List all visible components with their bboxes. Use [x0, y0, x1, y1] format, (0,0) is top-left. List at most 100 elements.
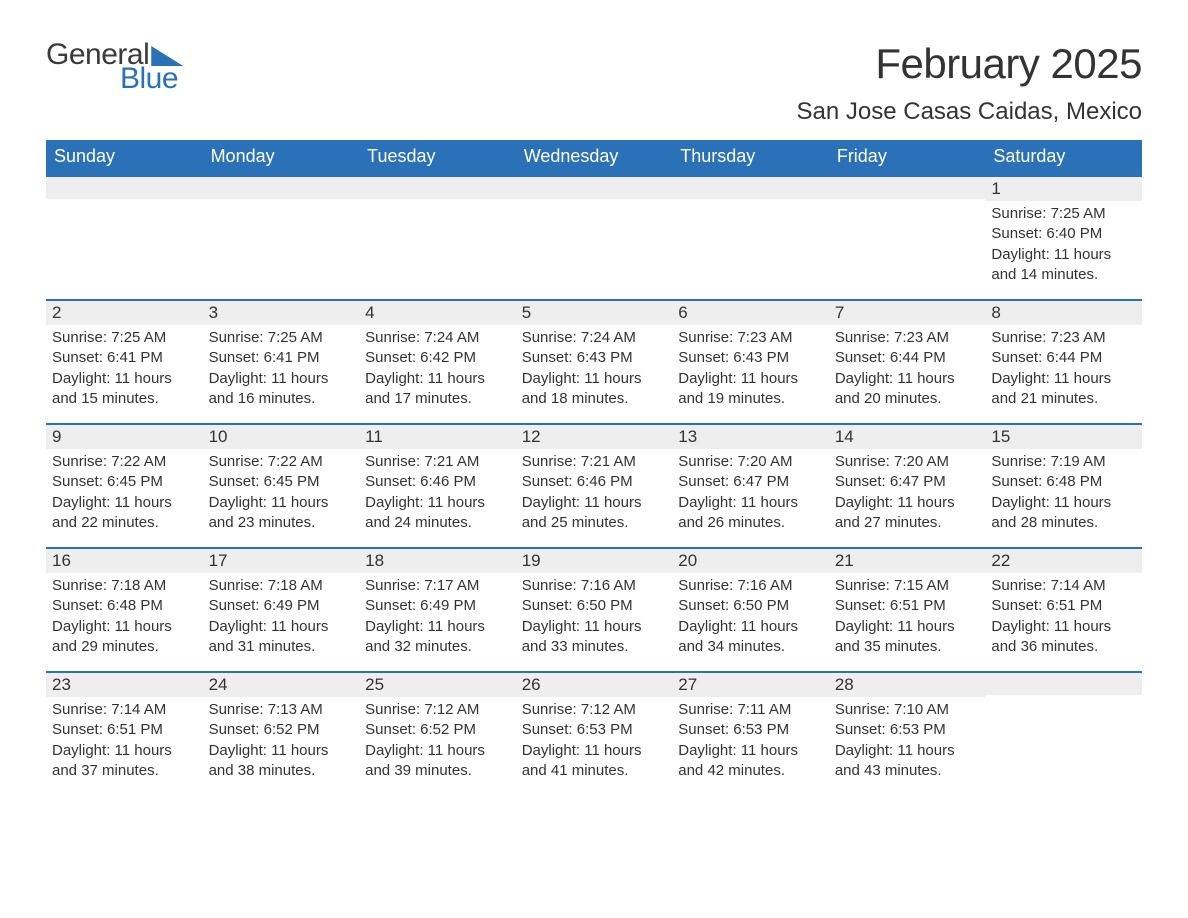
day-sunset-text: Sunset: 6:49 PM: [365, 596, 510, 616]
day-body: Sunrise: 7:22 AMSunset: 6:45 PMDaylight:…: [203, 449, 360, 537]
dow-tuesday: Tuesday: [359, 140, 516, 176]
day-day2-text: and 28 minutes.: [991, 513, 1136, 533]
day-day2-text: and 42 minutes.: [678, 761, 823, 781]
day-number-bar: 12: [516, 425, 673, 449]
day-day2-text: and 16 minutes.: [209, 389, 354, 409]
day-day2-text: and 22 minutes.: [52, 513, 197, 533]
calendar-cell: 13Sunrise: 7:20 AMSunset: 6:47 PMDayligh…: [672, 424, 829, 548]
calendar-cell: 6Sunrise: 7:23 AMSunset: 6:43 PMDaylight…: [672, 300, 829, 424]
day-sunrise-text: Sunrise: 7:24 AM: [365, 328, 510, 348]
day-body: Sunrise: 7:24 AMSunset: 6:42 PMDaylight:…: [359, 325, 516, 413]
day-day2-text: and 38 minutes.: [209, 761, 354, 781]
day-number-bar: 3: [203, 301, 360, 325]
day-sunrise-text: Sunrise: 7:17 AM: [365, 576, 510, 596]
day-day1-text: Daylight: 11 hours: [209, 741, 354, 761]
day-day1-text: Daylight: 11 hours: [52, 741, 197, 761]
day-body: Sunrise: 7:25 AMSunset: 6:41 PMDaylight:…: [46, 325, 203, 413]
calendar-cell: 16Sunrise: 7:18 AMSunset: 6:48 PMDayligh…: [46, 548, 203, 672]
page-header: General Blue February 2025 San Jose Casa…: [46, 40, 1142, 126]
day-number-bar: 14: [829, 425, 986, 449]
day-sunset-text: Sunset: 6:43 PM: [522, 348, 667, 368]
calendar-cell: [985, 672, 1142, 796]
day-body: Sunrise: 7:14 AMSunset: 6:51 PMDaylight:…: [46, 697, 203, 785]
day-day2-text: and 37 minutes.: [52, 761, 197, 781]
calendar-cell: [516, 176, 673, 300]
day-number-bar: 19: [516, 549, 673, 573]
day-body: Sunrise: 7:14 AMSunset: 6:51 PMDaylight:…: [985, 573, 1142, 661]
dow-saturday: Saturday: [985, 140, 1142, 176]
day-body: Sunrise: 7:10 AMSunset: 6:53 PMDaylight:…: [829, 697, 986, 785]
day-number-bar: [672, 177, 829, 199]
day-sunrise-text: Sunrise: 7:10 AM: [835, 700, 980, 720]
day-day1-text: Daylight: 11 hours: [522, 617, 667, 637]
day-number-bar: 20: [672, 549, 829, 573]
day-number-bar: 4: [359, 301, 516, 325]
day-body: Sunrise: 7:23 AMSunset: 6:44 PMDaylight:…: [829, 325, 986, 413]
calendar-cell: 24Sunrise: 7:13 AMSunset: 6:52 PMDayligh…: [203, 672, 360, 796]
day-sunset-text: Sunset: 6:41 PM: [52, 348, 197, 368]
day-day1-text: Daylight: 11 hours: [522, 369, 667, 389]
day-body: Sunrise: 7:24 AMSunset: 6:43 PMDaylight:…: [516, 325, 673, 413]
day-body: Sunrise: 7:16 AMSunset: 6:50 PMDaylight:…: [672, 573, 829, 661]
day-number-bar: 22: [985, 549, 1142, 573]
day-number-bar: 15: [985, 425, 1142, 449]
calendar-cell: 9Sunrise: 7:22 AMSunset: 6:45 PMDaylight…: [46, 424, 203, 548]
logo-word-blue: Blue: [120, 64, 183, 94]
day-body: Sunrise: 7:25 AMSunset: 6:41 PMDaylight:…: [203, 325, 360, 413]
day-day1-text: Daylight: 11 hours: [678, 617, 823, 637]
day-sunset-text: Sunset: 6:41 PM: [209, 348, 354, 368]
day-sunrise-text: Sunrise: 7:25 AM: [209, 328, 354, 348]
day-body: Sunrise: 7:16 AMSunset: 6:50 PMDaylight:…: [516, 573, 673, 661]
day-body: Sunrise: 7:21 AMSunset: 6:46 PMDaylight:…: [516, 449, 673, 537]
flag-icon: [151, 46, 183, 66]
calendar-cell: 2Sunrise: 7:25 AMSunset: 6:41 PMDaylight…: [46, 300, 203, 424]
day-day2-text: and 35 minutes.: [835, 637, 980, 657]
day-sunrise-text: Sunrise: 7:20 AM: [678, 452, 823, 472]
day-sunset-text: Sunset: 6:48 PM: [52, 596, 197, 616]
day-day2-text: and 18 minutes.: [522, 389, 667, 409]
day-sunset-text: Sunset: 6:53 PM: [835, 720, 980, 740]
day-number-bar: 7: [829, 301, 986, 325]
day-sunset-text: Sunset: 6:51 PM: [991, 596, 1136, 616]
calendar-cell: [359, 176, 516, 300]
calendar-week-row: 2Sunrise: 7:25 AMSunset: 6:41 PMDaylight…: [46, 300, 1142, 424]
day-body: Sunrise: 7:20 AMSunset: 6:47 PMDaylight:…: [829, 449, 986, 537]
dow-thursday: Thursday: [672, 140, 829, 176]
calendar-cell: 17Sunrise: 7:18 AMSunset: 6:49 PMDayligh…: [203, 548, 360, 672]
day-number-bar: 9: [46, 425, 203, 449]
day-sunrise-text: Sunrise: 7:20 AM: [835, 452, 980, 472]
logo: General Blue: [46, 40, 183, 94]
dow-wednesday: Wednesday: [516, 140, 673, 176]
day-number-bar: 26: [516, 673, 673, 697]
day-sunset-text: Sunset: 6:52 PM: [209, 720, 354, 740]
day-day1-text: Daylight: 11 hours: [991, 369, 1136, 389]
dow-friday: Friday: [829, 140, 986, 176]
calendar-cell: 22Sunrise: 7:14 AMSunset: 6:51 PMDayligh…: [985, 548, 1142, 672]
day-day2-text: and 15 minutes.: [52, 389, 197, 409]
day-number-bar: [985, 673, 1142, 695]
day-body: Sunrise: 7:12 AMSunset: 6:53 PMDaylight:…: [516, 697, 673, 785]
calendar-cell: 3Sunrise: 7:25 AMSunset: 6:41 PMDaylight…: [203, 300, 360, 424]
day-number-bar: 24: [203, 673, 360, 697]
calendar-cell: [46, 176, 203, 300]
day-sunrise-text: Sunrise: 7:25 AM: [52, 328, 197, 348]
day-sunrise-text: Sunrise: 7:12 AM: [522, 700, 667, 720]
day-day2-text: and 33 minutes.: [522, 637, 667, 657]
calendar-cell: 4Sunrise: 7:24 AMSunset: 6:42 PMDaylight…: [359, 300, 516, 424]
day-day1-text: Daylight: 11 hours: [835, 493, 980, 513]
calendar-week-row: 16Sunrise: 7:18 AMSunset: 6:48 PMDayligh…: [46, 548, 1142, 672]
day-sunrise-text: Sunrise: 7:19 AM: [991, 452, 1136, 472]
day-day1-text: Daylight: 11 hours: [209, 617, 354, 637]
day-number-bar: 8: [985, 301, 1142, 325]
calendar-cell: 7Sunrise: 7:23 AMSunset: 6:44 PMDaylight…: [829, 300, 986, 424]
location-subtitle: San Jose Casas Caidas, Mexico: [797, 98, 1143, 126]
day-number-bar: 23: [46, 673, 203, 697]
day-number-bar: 16: [46, 549, 203, 573]
day-body: Sunrise: 7:23 AMSunset: 6:44 PMDaylight:…: [985, 325, 1142, 413]
day-sunset-text: Sunset: 6:51 PM: [52, 720, 197, 740]
day-number-bar: 2: [46, 301, 203, 325]
calendar-cell: [829, 176, 986, 300]
day-body: Sunrise: 7:15 AMSunset: 6:51 PMDaylight:…: [829, 573, 986, 661]
calendar-week-row: 23Sunrise: 7:14 AMSunset: 6:51 PMDayligh…: [46, 672, 1142, 796]
calendar-cell: 10Sunrise: 7:22 AMSunset: 6:45 PMDayligh…: [203, 424, 360, 548]
